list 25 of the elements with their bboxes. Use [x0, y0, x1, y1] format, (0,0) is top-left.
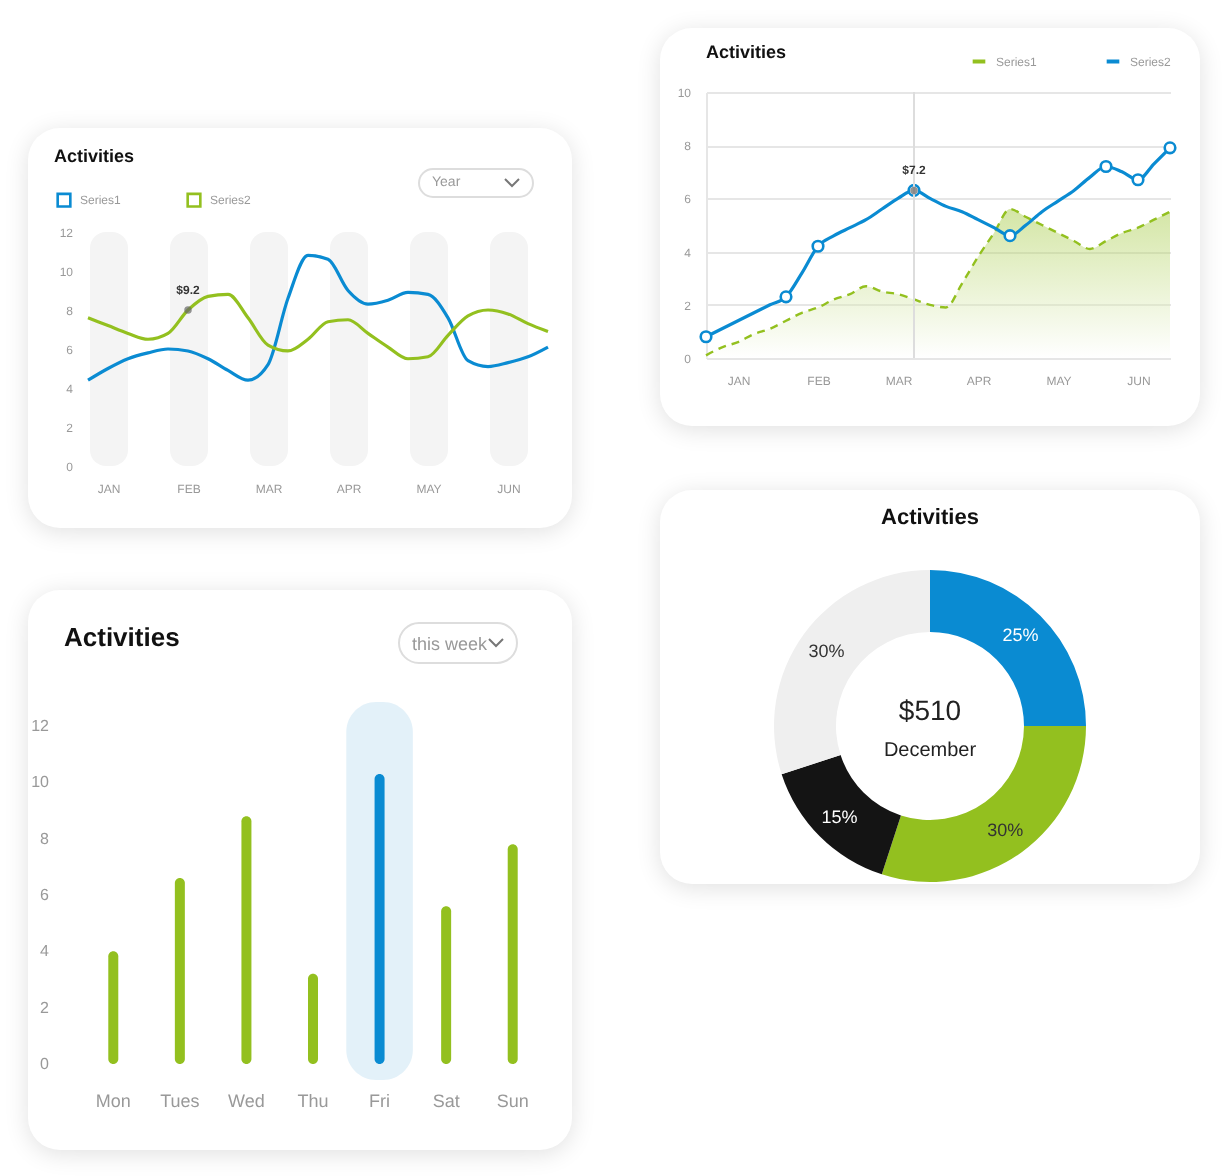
x-tick-label: Sun: [496, 1091, 529, 1111]
y-tick-label: 8: [40, 829, 51, 848]
x-tick-label: Mon: [95, 1091, 131, 1111]
data-label: 30%: [987, 819, 1024, 840]
y-tick-label: 12: [31, 717, 51, 735]
text: December: [883, 740, 978, 762]
x-tick-label: Thu: [297, 1091, 329, 1111]
data-label: 30%: [808, 640, 845, 661]
chart-title: Activities: [64, 622, 180, 652]
y-tick-label: 4: [40, 942, 51, 961]
y-tick-label: 6: [40, 886, 51, 904]
y-tick-label: 2: [40, 998, 51, 1017]
chart-title: Activities: [54, 146, 135, 166]
data-label: 15%: [821, 806, 858, 827]
y-tick-label: 0: [40, 1055, 51, 1073]
data-label: 25%: [1002, 625, 1039, 646]
x-tick-label: Tues: [160, 1091, 201, 1111]
chart-title: Activities: [879, 506, 981, 530]
chart-title: Activities: [706, 42, 787, 62]
x-tick-label: Fri: [369, 1091, 391, 1111]
dropdown-field: this week: [398, 622, 518, 664]
x-tick-label: Sat: [432, 1091, 461, 1111]
text: $510: [898, 694, 962, 726]
x-tick-label: Wed: [228, 1091, 265, 1111]
y-tick-label: 10: [31, 773, 51, 792]
